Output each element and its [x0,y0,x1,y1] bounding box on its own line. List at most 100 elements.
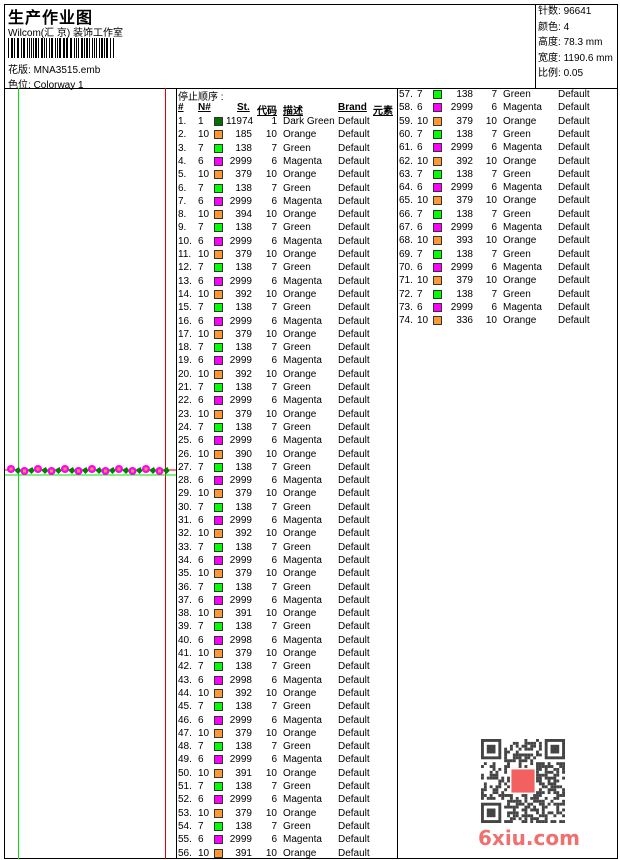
qr-module [536,779,539,783]
stop-sequence-title: 停止顺序 : [178,92,224,103]
qr-module [550,788,554,792]
brand: Default [558,155,590,167]
qr-module [492,765,496,768]
qr-module [556,802,560,806]
stitch-count: 2999 [229,395,252,407]
stop-index: 10. [178,235,192,247]
barcode-bar [66,38,68,58]
qr-module [538,791,542,795]
qr-module [530,817,534,821]
stop-index: 31. [178,515,192,526]
qr-module [483,785,487,789]
qr-module [530,753,534,757]
leaf-icon [108,467,116,474]
needle: 6 [198,634,204,646]
table-row: 33. 7 138 7 Green Default [178,541,396,554]
qr-module [536,773,539,777]
color-description: Orange [283,368,317,380]
stitch-count: 138 [235,701,252,713]
color-description: Green [283,142,311,154]
color-description: Orange [283,608,317,620]
stitch-count: 138 [235,222,252,234]
color-description: Magenta [283,395,322,407]
table-row: 5. 10 379 10 Orange Default [178,168,396,181]
stitch-count: 138 [235,262,252,274]
qr-module [544,785,548,789]
qr-module [530,762,534,766]
color-code: 7 [271,142,277,154]
brand: Default [558,208,590,220]
qr-module [524,796,528,800]
color-swatch [433,143,442,153]
color-code: 7 [271,661,277,673]
qr-module [562,788,565,792]
needle: 6 [198,155,204,167]
color-description: Dark Green [283,116,335,127]
color-swatch [214,476,223,486]
color-code: 6 [491,102,497,114]
color-description: Orange [283,408,317,420]
needle: 7 [417,168,423,180]
stop-index: 5. [178,169,187,181]
stop-index: 18. [178,342,192,354]
qr-module [547,802,551,806]
needle: 7 [417,288,423,300]
color-description: Orange [283,328,317,340]
needle: 6 [198,355,204,367]
table-row: 51. 7 138 7 Green Default [178,780,396,793]
value: 78.3 mm [563,37,603,48]
color-description: Magenta [283,435,322,447]
stitch-count: 138 [235,382,252,393]
color-code: 7 [491,208,497,220]
color-description: Green [283,501,311,513]
qr-module [518,756,522,760]
qr-module [556,811,560,815]
barcode-bar [14,38,15,58]
qr-module [538,814,542,818]
column-divider [397,88,398,859]
color-swatch [214,795,223,805]
qr-module [512,811,516,815]
needle: 6 [198,515,204,526]
color-code: 10 [265,209,277,221]
stop-index: 63. [399,168,413,180]
needle: 10 [198,608,210,620]
qr-module [553,791,557,795]
qr-stamp-icon [511,769,535,793]
color-description: Green [503,288,531,300]
qr-module [498,794,502,797]
qr-module [483,788,487,792]
qr-module [530,814,534,818]
color-description: Green [503,89,531,100]
stop-index: 41. [178,648,192,659]
table-row: 23. 10 379 10 Orange Default [178,408,396,421]
color-code: 10 [265,288,277,300]
color-code: 6 [271,634,277,646]
qr-module [509,805,513,809]
qr-module [481,791,484,795]
scale-info: 比例: 0.05 [536,66,618,82]
barcode-bar [49,38,50,58]
brand: Default [338,249,370,260]
stop-index: 50. [178,767,192,779]
leaf-icon [81,467,89,474]
value: 4 [563,21,570,33]
qr-module [492,791,496,795]
qr-module [536,762,539,766]
barcode-bar [31,38,32,58]
qr-module [562,776,565,780]
qr-module [486,776,490,780]
qr-module [504,753,508,757]
qr-module [509,794,513,797]
color-swatch [214,210,223,220]
color-description: Green [283,421,311,433]
color-code: 10 [265,488,277,500]
color-description: Orange [503,155,537,167]
qr-module [530,759,534,763]
color-description: Magenta [283,355,322,367]
stop-index: 45. [178,701,192,713]
color-swatch [214,143,223,153]
brand: Default [338,834,370,846]
color-description: Magenta [503,142,542,154]
barcode-bar [84,38,85,58]
